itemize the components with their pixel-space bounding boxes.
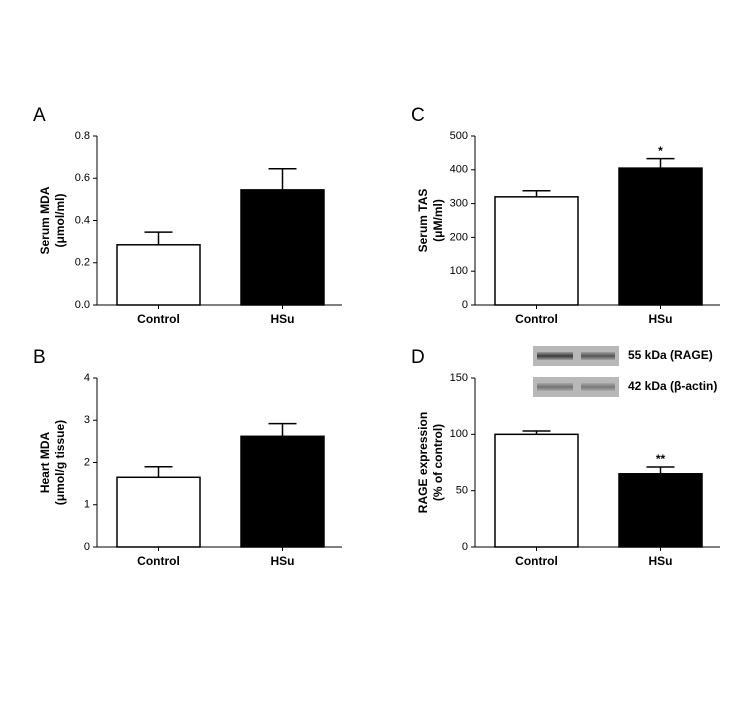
blot-band <box>537 383 573 391</box>
y-tick-label: 100 <box>450 428 468 440</box>
blot-band <box>581 383 615 391</box>
x-tick-label: Control <box>515 554 558 568</box>
bar <box>618 167 703 306</box>
y-tick-label: 0.8 <box>75 130 90 142</box>
bar <box>116 244 201 306</box>
blot-label: 42 kDa (β-actin) <box>628 379 717 393</box>
blot-background <box>533 377 619 397</box>
bar <box>116 476 201 548</box>
panel-label: A <box>33 105 46 126</box>
x-tick-label: Control <box>515 312 558 326</box>
y-tick-label: 1 <box>84 499 90 511</box>
y-tick-label: 4 <box>84 372 90 384</box>
y-tick-label: 0 <box>462 541 468 553</box>
y-tick-label: 200 <box>450 231 468 243</box>
y-axis-label: Serum MDA <box>38 186 52 254</box>
y-tick-label: 400 <box>450 164 468 176</box>
y-tick-label: 500 <box>450 130 468 142</box>
y-tick-label: 2 <box>84 456 90 468</box>
y-tick-label: 50 <box>456 485 468 497</box>
x-tick-label: HSu <box>649 554 673 568</box>
blot-label: 55 kDa (RAGE) <box>628 348 713 362</box>
x-tick-label: HSu <box>271 554 295 568</box>
y-tick-label: 0 <box>84 541 90 553</box>
panel-label: B <box>33 347 46 368</box>
y-tick-label: 0.2 <box>75 257 90 269</box>
y-tick-label: 300 <box>450 198 468 210</box>
x-tick-label: HSu <box>649 312 673 326</box>
y-tick-label: 100 <box>450 265 468 277</box>
y-axis-label: (μmol/g tissue) <box>53 420 67 505</box>
significance-label: ** <box>656 452 666 466</box>
x-tick-label: Control <box>137 312 180 326</box>
bar <box>618 473 703 548</box>
x-tick-label: Control <box>137 554 180 568</box>
y-axis-label: Heart MDA <box>38 431 52 493</box>
panel-label: D <box>411 347 425 368</box>
bar <box>240 435 325 548</box>
y-tick-label: 0.4 <box>75 214 90 226</box>
blot-background <box>533 346 619 366</box>
y-axis-label: RAGE expression <box>416 412 430 513</box>
y-tick-label: 0 <box>462 299 468 311</box>
blot-band <box>581 352 615 360</box>
y-axis-label: (μM/ml) <box>431 199 445 242</box>
blot-band <box>537 352 573 360</box>
y-axis-label: Serum TAS <box>416 189 430 253</box>
y-axis-label: (% of control) <box>431 424 445 501</box>
bar <box>494 196 579 306</box>
y-tick-label: 0.0 <box>75 299 90 311</box>
significance-label: * <box>658 144 663 158</box>
x-tick-label: HSu <box>271 312 295 326</box>
bar <box>494 433 579 548</box>
y-tick-label: 0.6 <box>75 172 90 184</box>
y-axis-label: (μmol/ml) <box>53 193 67 247</box>
bar <box>240 189 325 306</box>
panel-label: C <box>411 105 425 126</box>
y-tick-label: 150 <box>450 372 468 384</box>
y-tick-label: 3 <box>84 414 90 426</box>
